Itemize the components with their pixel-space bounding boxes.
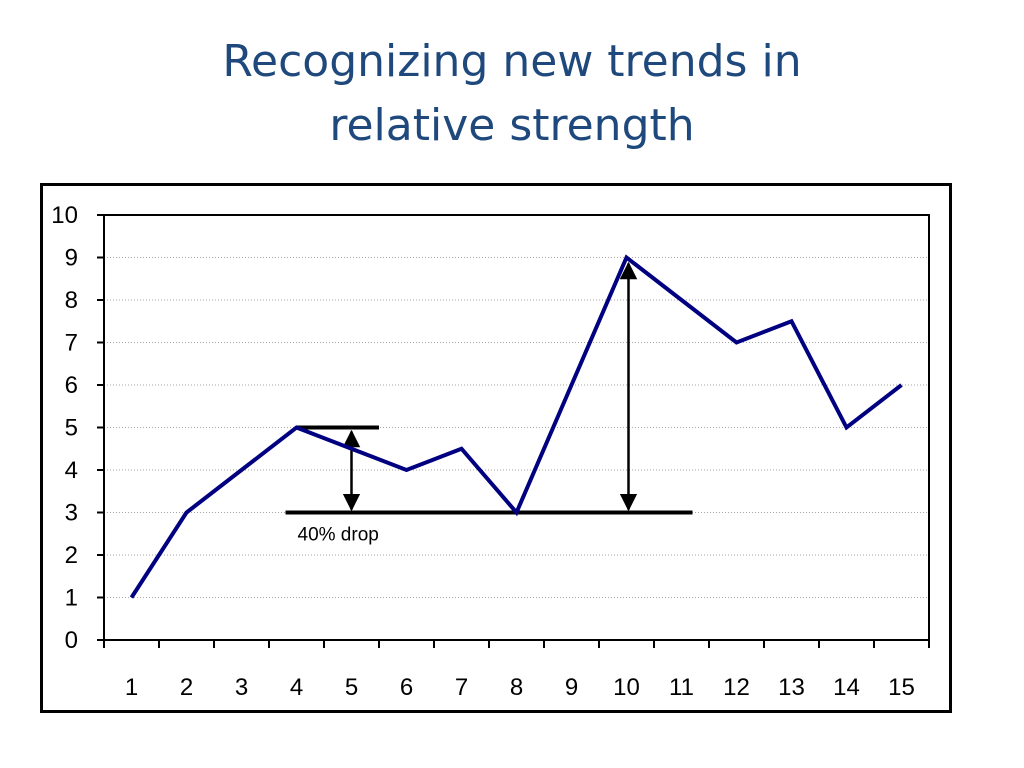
x-tick-label: 1 — [125, 674, 138, 701]
x-tick-label: 4 — [290, 674, 303, 701]
y-tick-label: 9 — [65, 245, 78, 272]
title-line-1: Recognizing new trends in — [222, 36, 802, 87]
series-line-0 — [129, 254, 903, 599]
x-tick-label: 2 — [180, 674, 193, 701]
x-tick-label: 11 — [669, 674, 694, 701]
y-tick-label: 2 — [65, 542, 78, 569]
slide-title: Recognizing new trends in relative stren… — [0, 30, 1024, 158]
y-tick-label: 0 — [65, 627, 78, 654]
x-tick-label: 14 — [833, 674, 860, 701]
title-line-2: relative strength — [329, 100, 695, 151]
x-tick-label: 7 — [455, 674, 468, 701]
y-tick-label: 3 — [65, 500, 78, 527]
x-tick-label: 9 — [565, 674, 578, 701]
y-tick-label: 6 — [65, 372, 78, 399]
y-tick-label: 10 — [51, 202, 78, 229]
x-tick-label: 3 — [235, 674, 248, 701]
x-tick-label: 15 — [888, 674, 915, 701]
y-tick-label: 5 — [65, 415, 78, 442]
y-tick-label: 4 — [65, 457, 78, 484]
x-tick-label: 10 — [613, 674, 640, 701]
x-tick-label: 8 — [510, 674, 523, 701]
y-tick-label: 7 — [65, 330, 78, 357]
x-tick-label: 13 — [778, 674, 805, 701]
drop-label: 40% drop — [298, 525, 379, 546]
chart-frame — [40, 183, 952, 713]
x-tick-label: 5 — [345, 674, 358, 701]
x-tick-label: 12 — [723, 674, 750, 701]
x-tick-label: 6 — [400, 674, 413, 701]
y-tick-label: 1 — [65, 585, 78, 612]
y-tick-label: 8 — [65, 287, 78, 314]
